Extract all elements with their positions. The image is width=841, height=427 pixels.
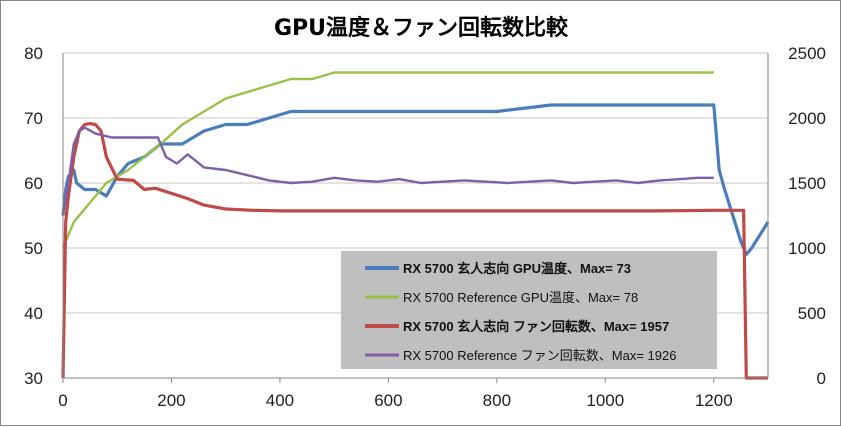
x-tick-label: 600 (374, 391, 402, 410)
y-right-tick-label: 500 (798, 304, 826, 323)
y-left-tick-label: 60 (24, 174, 43, 193)
x-tick-label: 1200 (695, 391, 733, 410)
y-right-tick-label: 1000 (788, 239, 826, 258)
series-line-4 (61, 126, 714, 216)
chart-title: GPU温度＆ファン回転数比較 (274, 15, 569, 41)
legend: RX 5700 玄人志向 GPU温度、Max= 73 RX 5700 Refere… (341, 251, 717, 369)
legend-background (341, 251, 717, 369)
series-line-2 (61, 71, 714, 249)
y-left-tick-label: 50 (24, 239, 43, 258)
x-tick-label: 800 (483, 391, 511, 410)
y-left-tick-label: 40 (24, 304, 43, 323)
legend-label: RX 5700 玄人志向 GPU温度、Max= 73 (403, 261, 631, 276)
legend-label: RX 5700 Reference GPU温度、Max= 78 (403, 290, 638, 305)
y-right-tick-label: 2500 (788, 44, 826, 63)
legend-label: RX 5700 Reference ファン回転数、Max= 1926 (403, 348, 676, 363)
series-line-3 (61, 122, 768, 380)
y-right-tick-label: 2000 (788, 109, 826, 128)
y-right-tick-label: 0 (817, 369, 826, 388)
x-tick-label: 200 (157, 391, 185, 410)
x-tick-label: 1000 (586, 391, 624, 410)
legend-label: RX 5700 玄人志向 ファン回転数、Max= 1957 (403, 319, 669, 334)
y-right-tick-label: 1500 (788, 174, 826, 193)
x-tick-label: 0 (58, 391, 67, 410)
y-left-tick-label: 30 (24, 369, 43, 388)
y-left-tick-label: 70 (24, 109, 43, 128)
x-tick-label: 400 (266, 391, 294, 410)
series-line-1 (61, 103, 770, 257)
y-left-tick-label: 80 (24, 44, 43, 63)
series-lines (61, 71, 770, 380)
